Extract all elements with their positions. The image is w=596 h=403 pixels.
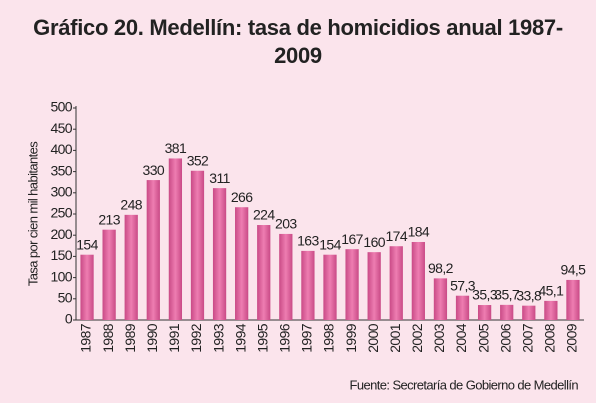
x-tick-label: 2004 <box>453 323 469 353</box>
value-label: 154 <box>76 236 98 252</box>
y-tick-label: 250 <box>50 205 72 221</box>
value-label: 311 <box>209 170 230 186</box>
chart-title: Gráfico 20. Medellín: tasa de homicidios… <box>33 15 563 68</box>
bar <box>522 305 536 320</box>
value-label: 203 <box>275 216 297 232</box>
value-label: 94,5 <box>561 262 587 278</box>
bar <box>433 278 448 320</box>
bar <box>124 214 138 320</box>
x-tick-label: 1994 <box>232 323 248 353</box>
bar <box>257 225 271 320</box>
value-label: 167 <box>341 231 363 247</box>
x-tick-label: 2003 <box>431 323 447 353</box>
x-tick-label: 2006 <box>497 323 513 353</box>
y-tick-label: 100 <box>50 268 72 284</box>
bar <box>212 188 227 320</box>
x-tick-label: 2009 <box>564 323 580 353</box>
value-label: 35,3 <box>472 287 498 303</box>
value-label: 266 <box>231 189 253 205</box>
x-tick-label: 2001 <box>387 323 403 353</box>
bar <box>566 279 580 320</box>
bar <box>235 207 249 320</box>
y-tick-label: 50 <box>58 290 73 306</box>
bar <box>301 250 315 320</box>
y-tick-label: 300 <box>50 184 72 200</box>
value-label: 174 <box>385 228 407 244</box>
value-label: 57,3 <box>450 277 476 293</box>
value-label: 224 <box>253 207 275 223</box>
bar <box>367 252 381 320</box>
bar <box>411 241 425 320</box>
bar <box>544 300 558 320</box>
bar <box>279 233 293 320</box>
value-label: 35,7 <box>494 287 520 303</box>
x-tick-label: 1995 <box>254 323 270 353</box>
y-tick-label: 350 <box>50 162 72 178</box>
value-label: 352 <box>187 152 209 168</box>
value-label: 248 <box>120 197 142 213</box>
x-tick-label: 1991 <box>166 323 182 353</box>
bar <box>102 229 116 320</box>
source: Fuente: Secretaría de Gobierno de Medell… <box>350 377 579 392</box>
bar <box>455 295 470 320</box>
x-tick-label: 1990 <box>144 323 160 353</box>
y-tick-label: 200 <box>50 226 72 242</box>
x-tick-label: 1987 <box>78 323 94 353</box>
x-tick-label: 1997 <box>299 323 315 353</box>
x-tick-label: 1996 <box>277 323 293 353</box>
x-tick-label: 2008 <box>542 323 558 353</box>
x-tick-label: 1989 <box>122 323 138 353</box>
y-axis-label: Tasa por cien mil habitantes <box>25 141 40 286</box>
value-label: 98,2 <box>428 260 454 276</box>
x-tick-label: 1993 <box>210 323 226 353</box>
x-tick-label: 1988 <box>100 323 116 353</box>
value-label: 45,1 <box>538 283 564 299</box>
bar <box>389 246 403 320</box>
value-label: 330 <box>143 162 165 178</box>
value-label: 160 <box>363 234 385 250</box>
value-label: 163 <box>297 233 319 249</box>
value-label: 184 <box>408 224 430 240</box>
y-tick-label: 450 <box>50 120 72 136</box>
bar <box>500 304 514 320</box>
x-tick-label: 1998 <box>321 323 337 353</box>
bar <box>190 170 205 320</box>
x-tick-label: 1999 <box>343 323 359 353</box>
bar <box>323 254 337 320</box>
bar <box>146 180 160 320</box>
y-tick-label: 500 <box>50 99 72 115</box>
bar <box>477 305 492 320</box>
value-label: 213 <box>98 211 120 227</box>
x-tick-label: 2002 <box>409 323 425 353</box>
y-tick-label: 0 <box>65 311 73 327</box>
value-label: 381 <box>165 140 187 156</box>
bar <box>168 158 183 320</box>
bar <box>345 249 359 320</box>
value-label: 154 <box>319 236 341 252</box>
x-tick-label: 2007 <box>519 323 535 353</box>
value-label: 33,8 <box>516 287 542 303</box>
y-tick-label: 400 <box>50 141 72 157</box>
x-tick-label: 2000 <box>365 323 381 353</box>
bar <box>80 254 94 320</box>
x-tick-label: 2005 <box>475 323 491 353</box>
x-tick-label: 1992 <box>188 323 204 353</box>
y-tick-label: 150 <box>50 247 72 263</box>
